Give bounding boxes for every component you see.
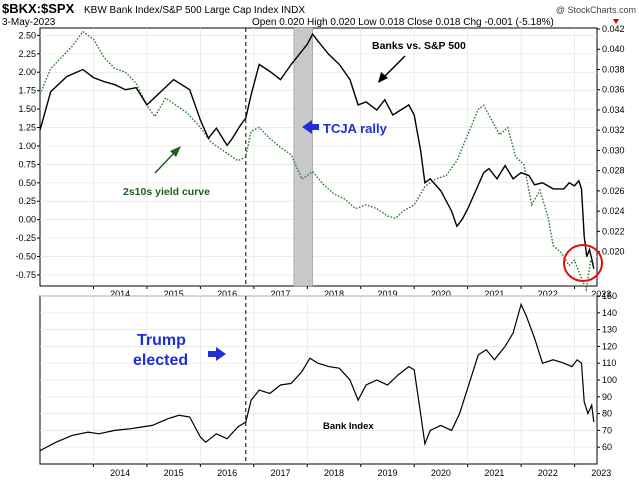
top-left-tick-label: 2.00 (18, 67, 36, 77)
banks-vs-spx-series (39, 32, 595, 269)
top-right-tick-label: 0.034 (602, 105, 625, 115)
bottom-right-tick-label: 120 (602, 341, 617, 351)
top-panel-frame (39, 27, 598, 287)
bottom-x-tick-label: 2015 (164, 468, 184, 478)
top-right-tick-label: 0.020 (602, 247, 625, 257)
bottom-right-tick-label: 110 (602, 358, 616, 368)
chart-ohlc: Open 0.020 High 0.020 Low 0.018 Close 0.… (252, 17, 554, 28)
top-x-tick-label: 2021 (484, 289, 504, 299)
bottom-x-axis: 2014 2015 2016 2017 2018 2019 2020 2021 2022 2023 (92, 464, 611, 478)
top-left-tick-label: 1.00 (18, 141, 36, 151)
top-x-axis: 2014 2015 2016 2017 2018 2019 2020 2021 2022 2023 (92, 286, 611, 299)
tcja-rally-label: TCJA rally (323, 121, 388, 136)
yield-curve-series (39, 30, 595, 293)
top-left-tick-label: -0.25 (15, 233, 36, 243)
banks-arrow-line (382, 55, 406, 79)
bottom-right-axis: 150 140 130 120 110 100 90 80 70 60 (597, 291, 617, 452)
bottom-x-tick-label: 2018 (324, 468, 344, 478)
top-left-axis: 2.50 2.25 2.00 1.75 1.50 1.25 1.00 0.75 0.50 0.25… (15, 30, 40, 280)
top-panel-gridlines (40, 28, 597, 286)
trump-arrow-shaft (208, 351, 217, 357)
bottom-x-tick-label: 2016 (217, 468, 237, 478)
top-right-tick-label: 0.024 (602, 206, 625, 216)
bottom-right-tick-label: 130 (602, 325, 617, 335)
highlight-circle (563, 244, 603, 282)
bottom-right-tick-label: 140 (602, 308, 617, 318)
top-x-tick-label: 2014 (110, 289, 130, 299)
top-x-tick-label: 2018 (324, 289, 344, 299)
top-right-tick-label: 0.032 (602, 125, 625, 135)
top-left-tick-label: 2.50 (18, 30, 36, 40)
top-left-tick-label: 1.50 (18, 104, 36, 114)
bottom-x-tick-label: 2017 (271, 468, 291, 478)
top-left-tick-label: -0.75 (15, 270, 36, 280)
bottom-right-tick-label: 80 (602, 409, 612, 419)
bank-index-label: Bank Index (323, 421, 374, 432)
top-right-tick-label: 0.030 (602, 145, 625, 155)
top-left-tick-label: 0.75 (18, 159, 36, 169)
top-x-tick-label: 2022 (538, 289, 558, 299)
top-left-tick-label: 2.25 (18, 49, 36, 59)
tcja-arrow-icon (302, 120, 312, 134)
bottom-x-tick-label: 2023 (591, 468, 611, 478)
chart-symbol: $BKX:$SPX (2, 1, 75, 16)
top-right-tick-label: 0.026 (602, 186, 625, 196)
bottom-x-tick-label: 2022 (538, 468, 558, 478)
top-left-tick-label: 1.75 (18, 86, 36, 96)
trump-label-line2: elected (133, 352, 188, 369)
bottom-x-tick-label: 2014 (110, 468, 130, 478)
top-x-tick-label: 2023 (591, 289, 611, 299)
top-x-tick-label: 2020 (431, 289, 451, 299)
bank-index-series (39, 302, 595, 452)
tcja-shaded-region (293, 27, 313, 287)
top-right-tick-label: 0.042 (602, 24, 625, 34)
top-right-tick-label: 0.038 (602, 64, 625, 74)
chart-date: 3-May-2023 (2, 17, 56, 28)
bottom-x-tick-label: 2020 (431, 468, 451, 478)
top-right-tick-label: 0.040 (602, 44, 625, 54)
chart-description: KBW Bank Index/S&P 500 Large Cap Index I… (84, 5, 305, 16)
top-x-tick-label: 2016 (217, 289, 237, 299)
trump-label-line1: Trump (137, 332, 186, 349)
yield-arrow-line (154, 151, 176, 174)
bottom-right-tick-label: 90 (602, 392, 612, 402)
tcja-arrow-shaft (311, 124, 319, 130)
banks-vs-spx-label: Banks vs. S&P 500 (372, 40, 466, 52)
top-right-tick-label: 0.022 (602, 226, 625, 236)
bottom-right-tick-label: 100 (602, 375, 617, 385)
top-left-tick-label: 1.25 (18, 123, 36, 133)
top-x-tick-label: 2019 (377, 289, 397, 299)
bottom-right-tick-label: 150 (602, 291, 617, 301)
bottom-x-tick-label: 2019 (377, 468, 397, 478)
top-left-tick-label: 0.25 (18, 196, 36, 206)
top-right-tick-label: 0.036 (602, 85, 625, 95)
top-x-tick-label: 2015 (164, 289, 184, 299)
bottom-right-tick-label: 60 (602, 442, 612, 452)
bottom-panel-gridlines (40, 295, 597, 464)
yield-arrow-icon (170, 146, 181, 157)
banks-arrow-icon (378, 72, 388, 83)
top-left-tick-label: 0.50 (18, 178, 36, 188)
bottom-right-tick-label: 70 (602, 425, 612, 435)
top-x-tick-label: 2017 (271, 289, 291, 299)
top-left-tick-label: -0.50 (15, 252, 36, 262)
top-right-tick-label: 0.028 (602, 166, 625, 176)
trump-arrow-icon (216, 347, 226, 361)
yield-curve-label: 2s10s yield curve (123, 186, 210, 198)
bottom-x-tick-label: 2021 (484, 468, 504, 478)
chg-down-arrow-icon (613, 19, 619, 24)
top-left-tick-label: 0.00 (18, 215, 36, 225)
top-right-axis: 0.042 0.040 0.038 0.036 0.034 0.032 0.030 0.028… (597, 24, 625, 257)
watermark: @ StockCharts.com (556, 5, 636, 15)
